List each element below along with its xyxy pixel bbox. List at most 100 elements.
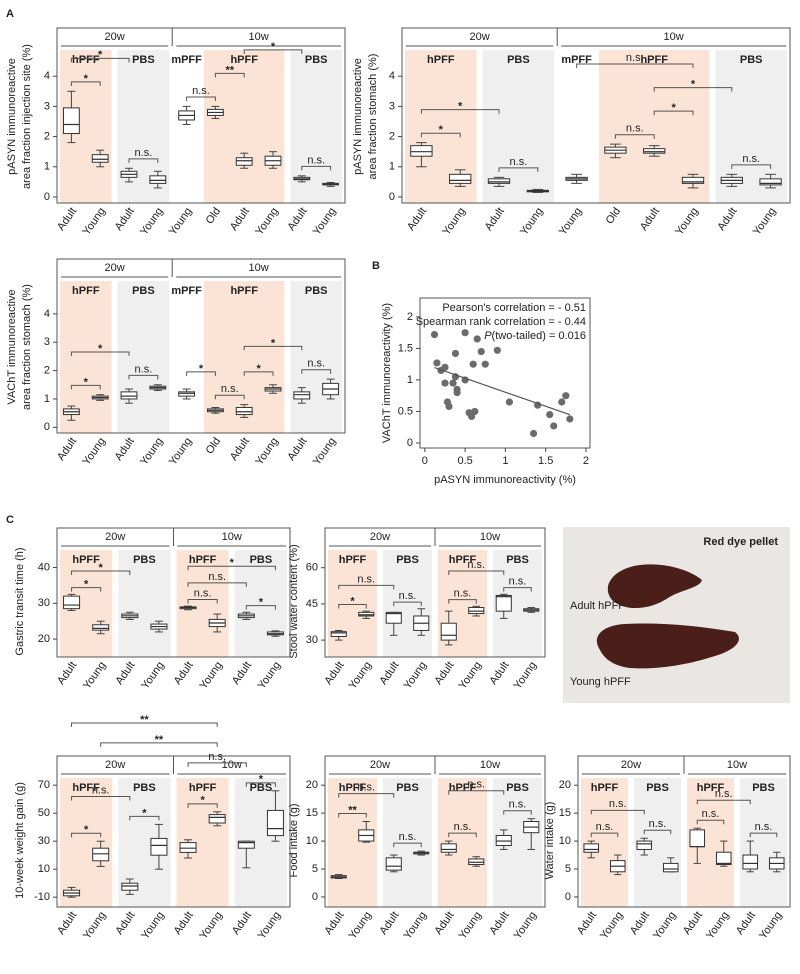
subgroup-label: PBS [132, 54, 155, 66]
bracket [448, 599, 477, 604]
photo-label: Young hPFF [570, 676, 631, 688]
x-tick-label: Adult [487, 660, 511, 687]
subgroup-label: hPFF [640, 54, 668, 66]
x-tick-label: Adult [228, 436, 252, 463]
bracket-label: * [230, 557, 235, 569]
x-tick-label: Young [757, 910, 785, 942]
subgroup-label: PBS [396, 554, 419, 566]
bracket [576, 63, 694, 69]
x-tick-label: Adult [285, 206, 309, 233]
x-tick-label: Adult [55, 660, 79, 687]
x-tick-label: Young [751, 206, 779, 238]
y-tick-label: 1 [44, 393, 50, 405]
bracket-label: * [671, 102, 676, 114]
bracket [590, 832, 619, 838]
x-tick-label: Young [441, 206, 469, 238]
point [471, 407, 479, 416]
y-tick-label: 5 [312, 863, 318, 875]
box [149, 175, 167, 184]
y-tick-label: 3 [44, 100, 50, 112]
group-label: 10w [222, 759, 242, 771]
y-axis-label: Food intake (g) [288, 804, 300, 878]
group-label: 10w [249, 31, 269, 43]
box [92, 624, 110, 631]
y-tick-label: 1 [407, 374, 413, 386]
x-tick-label: Young [253, 206, 281, 238]
bracket-label: * [98, 49, 103, 61]
x-tick-label: Adult [734, 910, 758, 937]
box [385, 857, 402, 871]
bracket-label: n.s. [454, 821, 472, 833]
y-tick-label: 10 [306, 835, 318, 847]
x-tick-label: Old [204, 206, 224, 227]
bracket [420, 132, 461, 138]
subgroup-label: hPFF [230, 54, 258, 66]
bracket-label: * [199, 363, 204, 375]
bracket [643, 829, 672, 835]
box [440, 622, 457, 641]
box [62, 107, 80, 135]
x-tick-label: Young [81, 910, 109, 942]
bracket [245, 782, 276, 787]
point [546, 410, 554, 419]
box [266, 809, 284, 837]
y-tick-label: 3 [389, 100, 395, 112]
subgroup-band [117, 281, 170, 433]
x-tick-label: Adult [432, 660, 456, 687]
y-axis-label: Stool water content (%) [288, 544, 300, 658]
x-tick-label: Adult [628, 910, 652, 937]
x-tick-label: Young [402, 660, 430, 692]
bracket [338, 584, 395, 590]
bracket-label: n.s. [399, 590, 417, 602]
box [235, 406, 253, 416]
y-tick-label: 40 [38, 561, 50, 573]
point [469, 360, 477, 368]
bracket-label: n.s. [192, 85, 210, 97]
y-tick-label: 0 [44, 421, 50, 433]
box [208, 814, 226, 824]
x-tick-label: Young [198, 660, 226, 692]
x-tick-label: Young [198, 910, 226, 942]
y-tick-label: 70 [38, 779, 50, 791]
y-tick-label: 3 [44, 336, 50, 348]
bracket [128, 374, 159, 380]
bracket [448, 790, 505, 795]
y-tick-label: 45 [306, 598, 318, 610]
annotation: P(two-tailed) = 0.016 [484, 330, 586, 342]
bracket [614, 134, 655, 139]
subgroup-label: PBS [305, 285, 328, 297]
panel-label: C [6, 514, 14, 526]
x-tick-label: 2 [583, 455, 589, 467]
x-tick-label: Adult [575, 910, 599, 937]
x-tick-label: Young [704, 910, 732, 942]
x-tick-label: Adult [322, 910, 346, 937]
subgroup-band [383, 778, 432, 907]
point [430, 330, 439, 339]
point [441, 379, 449, 387]
bracket-label: n.s. [609, 798, 627, 810]
bracket [187, 565, 276, 571]
y-tick-label: -10 [34, 891, 50, 903]
bracket [653, 87, 733, 92]
y-tick-label: 0 [407, 437, 413, 449]
bracket-label: n.s. [649, 818, 667, 830]
y-tick-label: 15 [306, 807, 318, 819]
x-tick-label: Young [347, 910, 375, 942]
bracket [696, 819, 725, 825]
bracket-label: * [271, 337, 276, 349]
subgroup-label: PBS [133, 554, 156, 566]
bracket-label: ** [348, 804, 357, 816]
y-axis-label: Water intake (g) [544, 802, 556, 880]
group-label: 20w [621, 759, 641, 771]
x-tick-label: Young [457, 910, 485, 942]
bracket [498, 167, 539, 172]
point [550, 422, 558, 430]
bracket [245, 605, 276, 610]
y-axis-label: pASYN immunoreactive [352, 58, 364, 175]
bracket [71, 795, 131, 801]
box [235, 157, 253, 166]
point [451, 349, 460, 358]
subgroup-label: PBS [506, 782, 529, 794]
subgroup-label: hPFF [339, 782, 367, 794]
